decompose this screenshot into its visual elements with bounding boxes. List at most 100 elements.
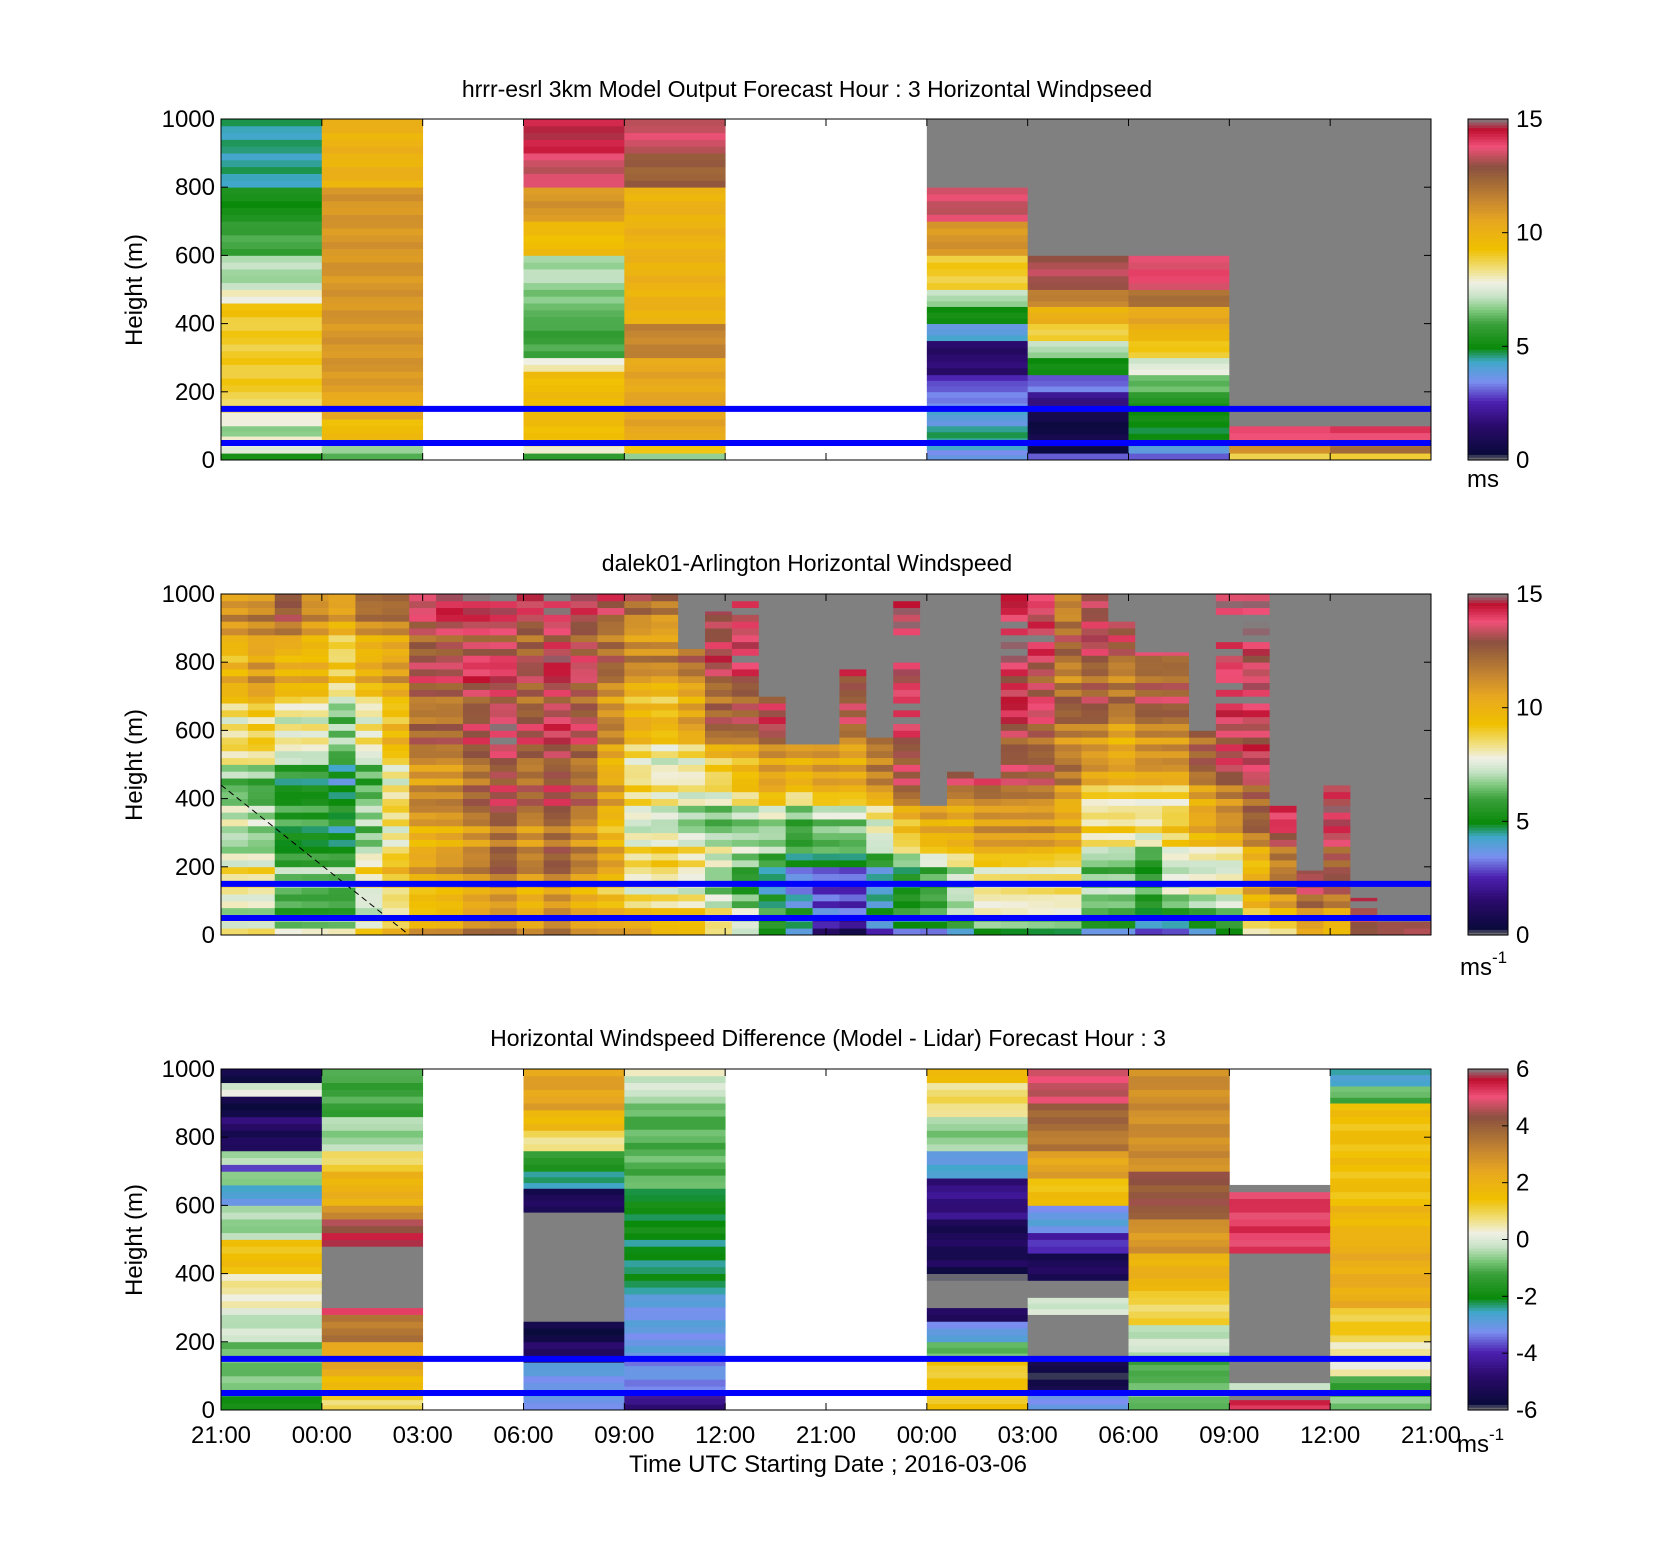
heatmap-cell [1054, 703, 1082, 711]
heatmap-cell [1000, 634, 1029, 643]
heatmap-cell [321, 262, 424, 270]
heatmap-cell [321, 1369, 424, 1377]
heatmap-cell [973, 873, 1002, 881]
heatmap-cell [866, 921, 894, 929]
heatmap-cell [543, 894, 571, 902]
heatmap-cell [1162, 750, 1190, 759]
heatmap-cell [731, 669, 760, 677]
heatmap-cell [1128, 374, 1230, 381]
heatmap-cell [516, 634, 545, 643]
heatmap-cell [321, 132, 424, 140]
heatmap-cell [301, 682, 329, 690]
heatmap-cell [523, 1188, 625, 1195]
heatmap-cell [463, 798, 491, 806]
heatmap-cell [1027, 648, 1055, 656]
heatmap-cell [1242, 634, 1271, 643]
heatmap-cell [321, 1266, 424, 1274]
colorbar-segment [1468, 437, 1508, 441]
heatmap-cell [463, 594, 491, 602]
heatmap-cell [624, 750, 652, 759]
colorbar-segment [1468, 332, 1508, 336]
heatmap-cell [678, 696, 706, 704]
heatmap-cell [1330, 453, 1431, 460]
colorbar-segment [1468, 639, 1508, 643]
heatmap-cell [1162, 778, 1190, 786]
heatmap-cell [1128, 159, 1230, 168]
heatmap-cell [624, 709, 652, 718]
heatmap-cell [221, 703, 249, 711]
heatmap-cell [597, 812, 625, 820]
colorbar-segment [1468, 226, 1508, 231]
heatmap-cell [1229, 1225, 1331, 1234]
heatmap-cell [570, 648, 598, 656]
heatmap-cell [1229, 1334, 1331, 1343]
heatmap-cell [1189, 805, 1217, 813]
heatmap-cell [1128, 1278, 1230, 1285]
heatmap-cell [1000, 839, 1029, 847]
heatmap-cell [839, 675, 867, 684]
heatmap-cell [221, 1137, 323, 1145]
y-tick-label: 400 [175, 786, 215, 813]
heatmap-cell [1027, 323, 1129, 330]
heatmap-cell [382, 696, 410, 704]
heatmap-cell [221, 453, 323, 460]
heatmap-cell [1242, 805, 1271, 813]
colorbar-segment [1468, 1077, 1508, 1081]
heatmap-cell [516, 832, 545, 840]
heatmap-cell [1330, 330, 1431, 338]
heatmap-cell [523, 173, 625, 181]
heatmap-cell [355, 621, 383, 629]
heatmap-cell [1128, 334, 1230, 342]
heatmap-cell [1135, 825, 1163, 834]
colorbar-segment [1468, 283, 1508, 288]
heatmap-cell [624, 825, 652, 834]
colorbar-segment [1468, 414, 1508, 418]
heatmap-cell [597, 764, 625, 772]
heatmap-cell [1330, 132, 1431, 140]
heatmap-cell [624, 139, 726, 147]
heatmap-cell [570, 730, 598, 738]
heatmap-cell [463, 839, 491, 847]
heatmap-cell [1330, 1266, 1431, 1274]
colorbar-segment [1468, 1162, 1508, 1167]
heatmap-cell [651, 791, 679, 799]
heatmap-cell [301, 866, 329, 875]
heatmap-cell [731, 696, 760, 704]
heatmap-cell [436, 757, 464, 765]
heatmap-cell [705, 709, 733, 718]
heatmap-cell [624, 132, 726, 140]
heatmap-cell [301, 812, 329, 820]
colorbar-segment [1468, 249, 1508, 254]
heatmap-cell [516, 730, 545, 738]
heatmap-cell [516, 662, 545, 670]
colorbar-segment [1468, 1407, 1508, 1411]
heatmap-cell [1108, 634, 1136, 643]
heatmap-cell [1027, 262, 1129, 270]
heatmap-cell [463, 791, 491, 799]
heatmap-cell [321, 1075, 424, 1084]
colorbar-segment [1468, 1284, 1508, 1289]
heatmap-cell [866, 928, 894, 935]
heatmap-cell [1229, 269, 1331, 277]
heatmap-cell [1128, 255, 1230, 263]
heatmap-cell [926, 228, 1029, 236]
heatmap-cell [651, 655, 679, 663]
heatmap-cell [409, 798, 437, 806]
heatmap-cell [1229, 1348, 1331, 1356]
colorbar-segment [1468, 360, 1508, 364]
heatmap-cell [1054, 859, 1082, 868]
heatmap-cell [812, 805, 840, 813]
heatmap-cell [274, 825, 303, 834]
heatmap-cell [274, 607, 303, 615]
heatmap-cell [1229, 1280, 1331, 1288]
heatmap-cell [1054, 812, 1082, 820]
colorbar-tick-label: 5 [1516, 333, 1529, 360]
heatmap-cell [221, 1130, 323, 1138]
heatmap-cell [543, 805, 571, 813]
heatmap-cell [705, 750, 733, 759]
heatmap-cell [1215, 805, 1244, 813]
colorbar-segment [1468, 1267, 1508, 1272]
heatmap-cell [812, 791, 840, 799]
heatmap-cell [624, 907, 652, 915]
heatmap-cell [624, 1386, 726, 1394]
